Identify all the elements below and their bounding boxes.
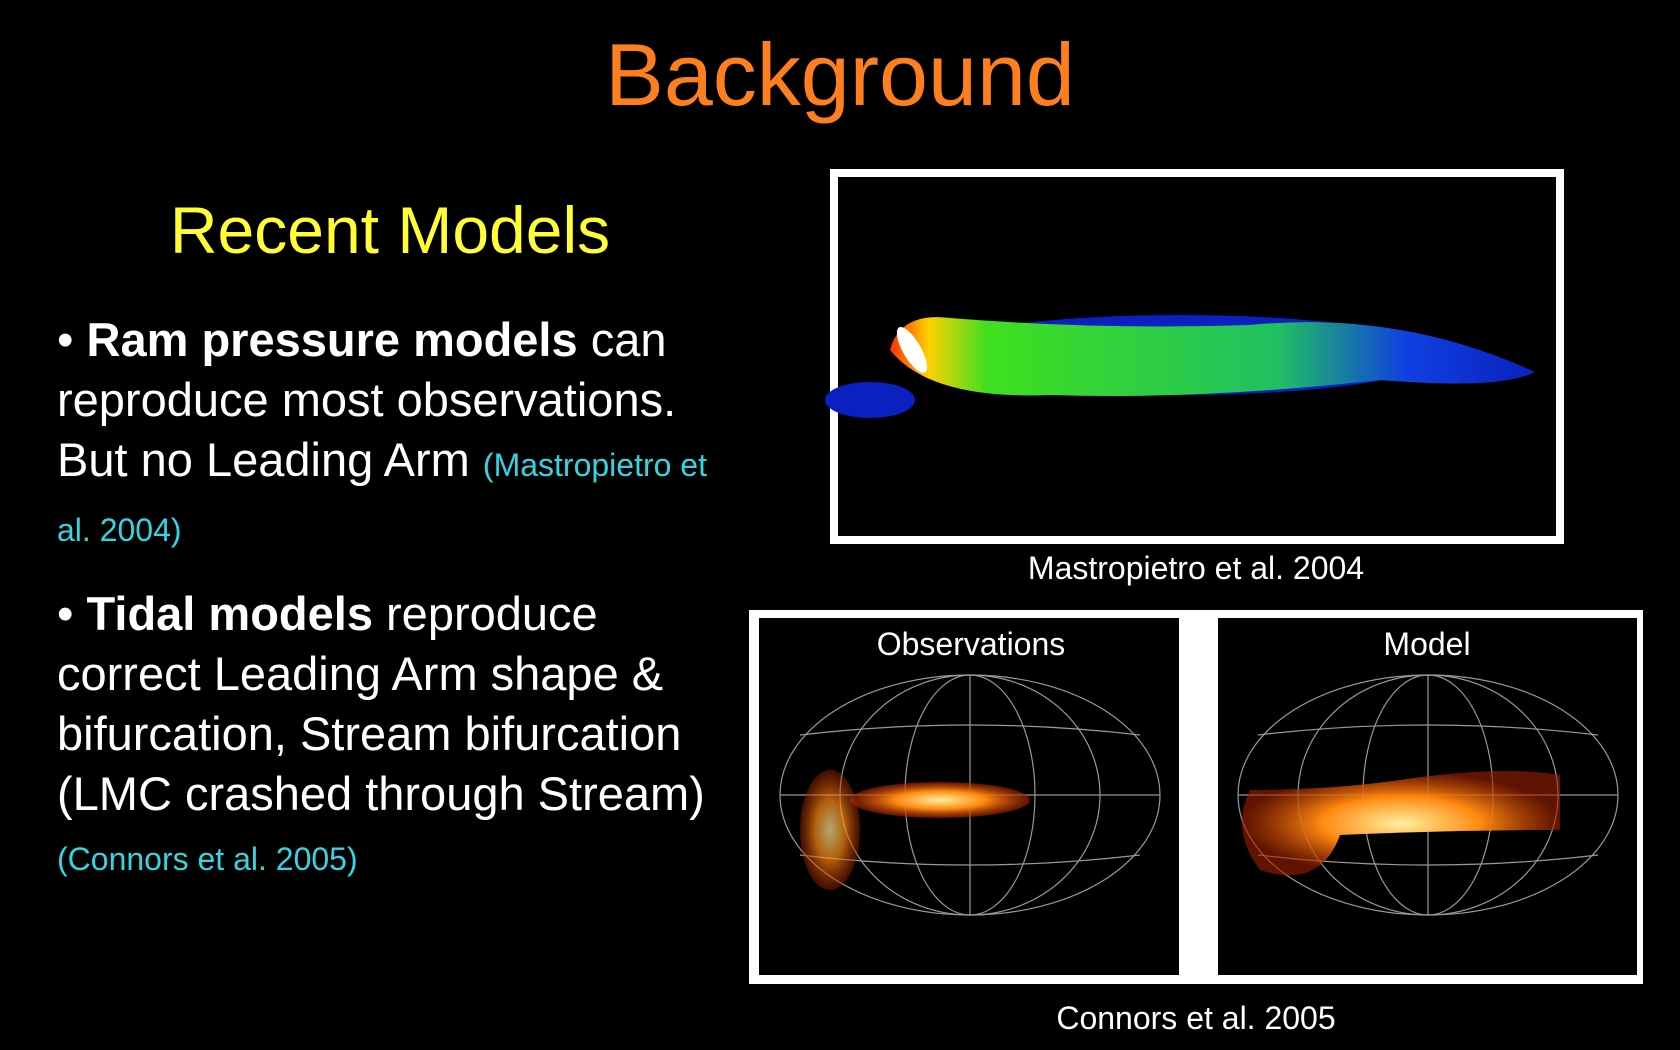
bullet-bold: Ram pressure models — [86, 313, 578, 366]
bullet-marker: • — [57, 587, 74, 640]
bullet: • Ram pressure models can reproduce most… — [57, 310, 727, 560]
model-map — [1242, 771, 1560, 876]
citation: (Mastropietro et al. 2004) — [57, 447, 707, 548]
figure-caption: Connors et al. 2005 — [1056, 1000, 1336, 1036]
bullet-bold: Tidal models — [86, 587, 373, 640]
slide-title: Background — [605, 25, 1075, 124]
citation: (Connors et al. 2005) — [57, 841, 358, 877]
panel-label: Observations — [876, 626, 1066, 662]
section-title: Recent Models — [169, 193, 611, 267]
simulation-image — [825, 315, 1535, 418]
bullet: • Tidal models reproduce correct Leading… — [57, 584, 727, 889]
bullet-text: can reproduce most observations. But no … — [57, 313, 677, 486]
bullet-marker: • — [57, 313, 74, 366]
figure-caption: Mastropietro et al. 2004 — [1027, 550, 1365, 586]
panel-label: Model — [1383, 626, 1471, 662]
observation-map — [800, 770, 1030, 890]
bullet-text: reproduce correct Leading Arm shape & bi… — [57, 587, 705, 820]
